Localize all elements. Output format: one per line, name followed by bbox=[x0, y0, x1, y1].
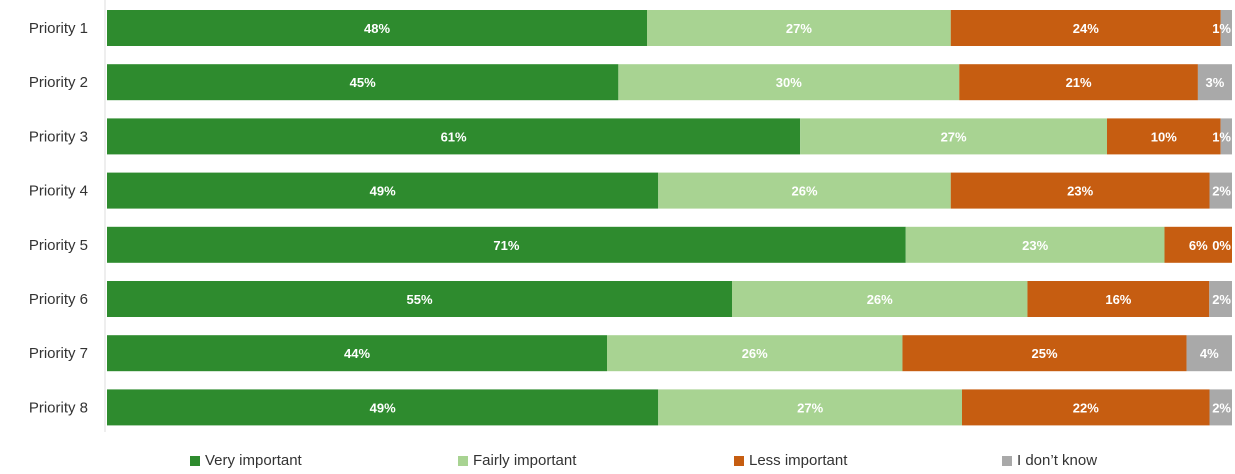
value-label-priority-6-fairly-important: 26% bbox=[867, 292, 893, 307]
value-label-priority-3-i-don-t-know: 1% bbox=[1212, 129, 1231, 144]
bar-priority-2-very-important bbox=[107, 64, 619, 101]
bar-priority-7-fairly-important bbox=[607, 335, 903, 372]
bar-priority-5-less-important bbox=[1164, 226, 1232, 263]
value-label-priority-5-very-important: 71% bbox=[493, 238, 519, 253]
value-label-priority-5-fairly-important: 23% bbox=[1022, 238, 1048, 253]
bar-priority-5-fairly-important bbox=[905, 226, 1165, 263]
category-label-priority-1: Priority 1 bbox=[29, 20, 88, 37]
value-label-priority-3-less-important: 10% bbox=[1151, 129, 1177, 144]
bar-priority-1-less-important bbox=[950, 10, 1221, 46]
stacked-bar-chart: 48% 27% 24% 1% 45% 30% 21% 3% 61% 27% 10% 1% 49% 26% 2… bbox=[29, 0, 1232, 432]
bar-priority-7-i-don-t-know bbox=[1186, 335, 1232, 372]
legend-swatch-very-important bbox=[190, 455, 200, 466]
bar-priority-7-very-important bbox=[107, 335, 607, 372]
legend-label-less-important: Less important bbox=[749, 452, 848, 469]
legend-item-less-important: Less important bbox=[734, 452, 847, 469]
category-label-priority-6: Priority 6 bbox=[29, 291, 88, 308]
bar-priority-1-fairly-important bbox=[647, 10, 951, 46]
bar-priority-7-less-important bbox=[902, 335, 1187, 372]
bars-group: 48% 27% 24% 1% 45% 30% 21% 3% 61% 27% 10% 1% 49% 26% 2… bbox=[107, 10, 1232, 426]
value-label-priority-4-i-don-t-know: 2% bbox=[1212, 184, 1231, 199]
legend-item-very-important: Very important bbox=[190, 452, 302, 469]
value-label-priority-4-very-important: 49% bbox=[370, 184, 396, 199]
bar-priority-2-less-important bbox=[959, 64, 1198, 101]
bar-priority-3-less-important bbox=[1107, 118, 1221, 155]
category-label-priority-4: Priority 4 bbox=[29, 183, 88, 200]
legend-swatch-less-important bbox=[734, 455, 744, 466]
value-label-priority-6-very-important: 55% bbox=[406, 292, 432, 307]
bar-priority-8-i-don-t-know bbox=[1209, 389, 1232, 426]
bar-priority-8-fairly-important bbox=[658, 389, 962, 426]
category-label-priority-3: Priority 3 bbox=[29, 128, 88, 145]
value-label-priority-3-fairly-important: 27% bbox=[941, 129, 967, 144]
value-label-priority-1-fairly-important: 27% bbox=[786, 21, 812, 36]
bar-priority-4-less-important bbox=[950, 172, 1210, 209]
value-label-priority-2-less-important: 21% bbox=[1066, 75, 1092, 90]
value-label-priority-7-less-important: 25% bbox=[1031, 346, 1057, 361]
value-label-priority-2-i-don-t-know: 3% bbox=[1206, 75, 1225, 90]
legend: Very important Fairly important Less imp… bbox=[0, 452, 1235, 472]
value-label-priority-2-fairly-important: 30% bbox=[776, 75, 802, 90]
value-label-priority-8-fairly-important: 27% bbox=[797, 400, 823, 415]
value-label-priority-7-fairly-important: 26% bbox=[742, 346, 768, 361]
category-labels: Priority 1 Priority 2 Priority 3 Priority 4… bbox=[29, 20, 88, 416]
value-label-priority-5-less-important: 6% bbox=[1189, 238, 1208, 253]
bar-priority-3-very-important bbox=[107, 118, 801, 155]
value-label-priority-6-i-don-t-know: 2% bbox=[1212, 292, 1231, 307]
value-label-priority-7-very-important: 44% bbox=[344, 346, 370, 361]
value-label-priority-3-very-important: 61% bbox=[441, 129, 467, 144]
value-label-priority-6-less-important: 16% bbox=[1105, 292, 1131, 307]
bar-priority-6-fairly-important bbox=[732, 281, 1028, 317]
value-label-priority-1-less-important: 24% bbox=[1073, 21, 1099, 36]
value-label-priority-1-very-important: 48% bbox=[364, 21, 390, 36]
category-label-priority-2: Priority 2 bbox=[29, 74, 88, 91]
legend-label-very-important: Very important bbox=[205, 452, 302, 469]
bar-priority-1-i-don-t-know bbox=[1220, 10, 1232, 46]
bar-priority-2-i-don-t-know bbox=[1197, 64, 1232, 101]
bar-priority-3-fairly-important bbox=[800, 118, 1107, 155]
legend-item-dont-know: I don’t know bbox=[1002, 452, 1097, 469]
bar-priority-4-very-important bbox=[107, 172, 659, 209]
value-label-priority-8-very-important: 49% bbox=[370, 400, 396, 415]
legend-swatch-fairly-important bbox=[458, 455, 468, 466]
bar-priority-5-very-important bbox=[107, 226, 906, 263]
bar-priority-6-very-important bbox=[107, 281, 732, 317]
value-label-priority-1-i-don-t-know: 1% bbox=[1212, 21, 1231, 36]
category-label-priority-8: Priority 8 bbox=[29, 399, 88, 416]
bar-priority-1-very-important bbox=[107, 10, 647, 46]
bar-priority-2-fairly-important bbox=[618, 64, 960, 101]
legend-swatch-dont-know bbox=[1002, 455, 1012, 466]
bar-priority-4-i-don-t-know bbox=[1209, 172, 1232, 209]
legend-item-fairly-important: Fairly important bbox=[458, 452, 576, 469]
value-label-priority-8-less-important: 22% bbox=[1073, 400, 1099, 415]
bar-priority-8-less-important bbox=[962, 389, 1210, 426]
value-label-priority-2-very-important: 45% bbox=[350, 75, 376, 90]
value-label-priority-4-less-important: 23% bbox=[1067, 184, 1093, 199]
legend-label-dont-know: I don’t know bbox=[1017, 452, 1098, 469]
bar-priority-4-fairly-important bbox=[658, 172, 951, 209]
bar-priority-6-i-don-t-know bbox=[1209, 281, 1232, 317]
value-label-priority-8-i-don-t-know: 2% bbox=[1212, 400, 1231, 415]
value-label-priority-4-fairly-important: 26% bbox=[791, 184, 817, 199]
legend-label-fairly-important: Fairly important bbox=[473, 452, 577, 469]
value-label-priority-7-i-don-t-know: 4% bbox=[1200, 346, 1219, 361]
bar-priority-6-less-important bbox=[1027, 281, 1210, 317]
category-label-priority-7: Priority 7 bbox=[29, 345, 88, 362]
category-label-priority-5: Priority 5 bbox=[29, 237, 88, 254]
value-label-priority-5-i-don-t-know: 0% bbox=[1212, 238, 1231, 253]
bar-priority-8-very-important bbox=[107, 389, 659, 426]
bar-priority-3-i-don-t-know bbox=[1220, 118, 1232, 155]
